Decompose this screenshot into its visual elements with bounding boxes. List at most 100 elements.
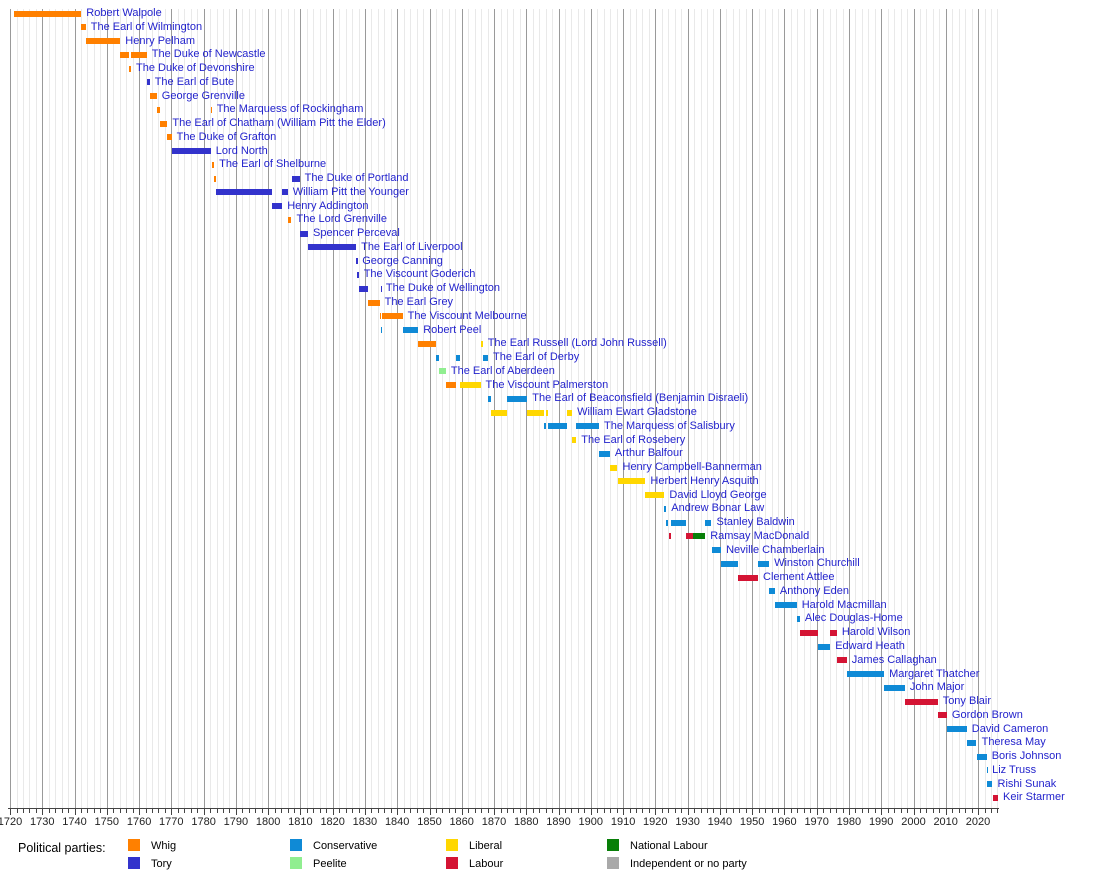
pm-name[interactable]: Edward Heath (835, 640, 905, 652)
pm-name[interactable]: Winston Churchill (774, 557, 860, 570)
term-bar[interactable] (382, 313, 403, 320)
term-bar[interactable] (299, 230, 308, 237)
pm-name[interactable]: John Major (909, 681, 965, 694)
term-bar[interactable] (527, 409, 544, 416)
term-bar[interactable] (120, 51, 129, 58)
term-bar[interactable] (358, 285, 368, 292)
pm-name[interactable]: The Marquess of Rockingham (216, 103, 364, 116)
term-bar[interactable] (455, 354, 460, 361)
term-bar[interactable] (846, 671, 885, 677)
term-bar[interactable] (572, 437, 577, 444)
pm-name[interactable]: Henry Campbell-Bannerman (622, 461, 762, 474)
term-bar[interactable] (14, 10, 82, 17)
term-bar[interactable] (671, 519, 686, 526)
term-bar[interactable] (418, 340, 437, 347)
term-bar[interactable] (547, 423, 567, 430)
term-bar[interactable] (774, 602, 797, 609)
pm-name[interactable]: The Earl of Derby (493, 351, 580, 363)
pm-name[interactable]: Anthony Eden (779, 584, 850, 597)
pm-name[interactable]: George Canning (362, 254, 443, 267)
term-bar[interactable] (210, 106, 213, 113)
term-bar[interactable] (836, 657, 847, 664)
term-bar[interactable] (436, 354, 439, 361)
pm-name[interactable]: Alec Douglas-Home (804, 612, 903, 625)
pm-name[interactable]: Henry Addington (287, 199, 369, 212)
term-bar[interactable] (380, 285, 383, 292)
pm-name[interactable]: The Duke of Grafton (176, 130, 277, 143)
term-bar[interactable] (946, 726, 967, 732)
term-bar[interactable] (272, 203, 283, 210)
pm-name[interactable]: David Cameron (971, 722, 1049, 735)
term-bar[interactable] (986, 767, 989, 774)
pm-name[interactable]: Arthur Balfour (614, 447, 683, 460)
term-bar[interactable] (884, 684, 905, 691)
term-bar[interactable] (402, 327, 419, 333)
term-bar[interactable] (167, 134, 172, 141)
pm-name[interactable]: The Marquess of Salisbury (604, 419, 735, 432)
term-bar[interactable] (769, 588, 775, 595)
term-bar[interactable] (666, 519, 669, 526)
pm-name[interactable]: The Earl of Shelburne (219, 158, 327, 171)
pm-name[interactable]: The Earl of Beaconsfield (Benjamin Disra… (532, 392, 749, 405)
pm-name[interactable]: Boris Johnson (991, 750, 1062, 762)
term-bar[interactable] (488, 395, 491, 402)
term-bar[interactable] (609, 464, 618, 471)
term-bar[interactable] (645, 492, 665, 499)
term-bar[interactable] (480, 340, 483, 347)
term-bar[interactable] (308, 244, 357, 251)
pm-name[interactable]: Neville Chamberlain (726, 543, 825, 556)
pm-name[interactable]: Margaret Thatcher (889, 667, 980, 680)
term-bar[interactable] (818, 643, 831, 650)
pm-name[interactable]: The Earl of Aberdeen (450, 364, 555, 377)
term-bar[interactable] (543, 423, 546, 430)
term-bar[interactable] (668, 533, 671, 540)
term-bar[interactable] (356, 258, 358, 265)
pm-name[interactable]: The Duke of Wellington (385, 282, 501, 295)
pm-name[interactable]: Harold Wilson (841, 626, 911, 639)
pm-name[interactable]: The Earl of Liverpool (361, 240, 463, 253)
term-bar[interactable] (796, 615, 800, 622)
term-bar[interactable] (171, 148, 211, 155)
pm-name[interactable]: Rishi Sunak (997, 777, 1057, 790)
pm-name[interactable]: The Duke of Portland (304, 172, 409, 185)
term-bar[interactable] (507, 395, 528, 402)
pm-name[interactable]: The Earl Russell (Lord John Russell) (487, 337, 667, 350)
pm-name[interactable]: Henry Pelham (125, 34, 195, 47)
pm-name[interactable]: Andrew Bonar Law (671, 502, 765, 515)
term-bar[interactable] (904, 698, 938, 705)
pm-name[interactable]: Robert Walpole (86, 7, 162, 19)
term-bar[interactable] (617, 478, 646, 485)
term-bar[interactable] (992, 794, 998, 801)
term-bar[interactable] (367, 299, 380, 306)
term-bar[interactable] (721, 560, 738, 567)
term-bar[interactable] (830, 629, 837, 636)
term-bar[interactable] (445, 382, 456, 388)
pm-name[interactable]: Herbert Henry Asquith (650, 474, 759, 487)
term-bar[interactable] (282, 189, 288, 196)
pm-name[interactable]: Harold Macmillan (801, 598, 887, 611)
term-bar[interactable] (357, 271, 359, 278)
term-bar[interactable] (131, 51, 147, 58)
pm-name[interactable]: The Viscount Melbourne (407, 309, 527, 322)
term-bar[interactable] (291, 175, 300, 182)
term-bar[interactable] (379, 313, 382, 320)
term-bar[interactable] (705, 519, 712, 526)
term-bar[interactable] (146, 79, 150, 86)
term-bar[interactable] (482, 354, 488, 361)
pm-name[interactable]: Ramsay MacDonald (710, 529, 810, 542)
term-bar[interactable] (576, 423, 599, 430)
pm-name[interactable]: Keir Starmer (1003, 791, 1065, 804)
pm-name[interactable]: The Earl of Chatham (William Pitt the El… (172, 117, 386, 130)
term-bar[interactable] (380, 327, 383, 333)
pm-name[interactable]: Gordon Brown (951, 708, 1023, 721)
term-bar[interactable] (214, 175, 217, 182)
pm-name[interactable]: Theresa May (981, 736, 1046, 749)
pm-name[interactable]: Spencer Perceval (313, 227, 400, 240)
term-bar[interactable] (460, 382, 481, 388)
term-bar[interactable] (966, 739, 977, 746)
pm-name[interactable]: The Earl of Rosebery (581, 433, 686, 446)
pm-name[interactable]: David Lloyd George (669, 488, 767, 501)
pm-name[interactable]: Clement Attlee (763, 571, 835, 584)
term-bar[interactable] (737, 574, 758, 581)
term-bar[interactable] (976, 753, 987, 760)
